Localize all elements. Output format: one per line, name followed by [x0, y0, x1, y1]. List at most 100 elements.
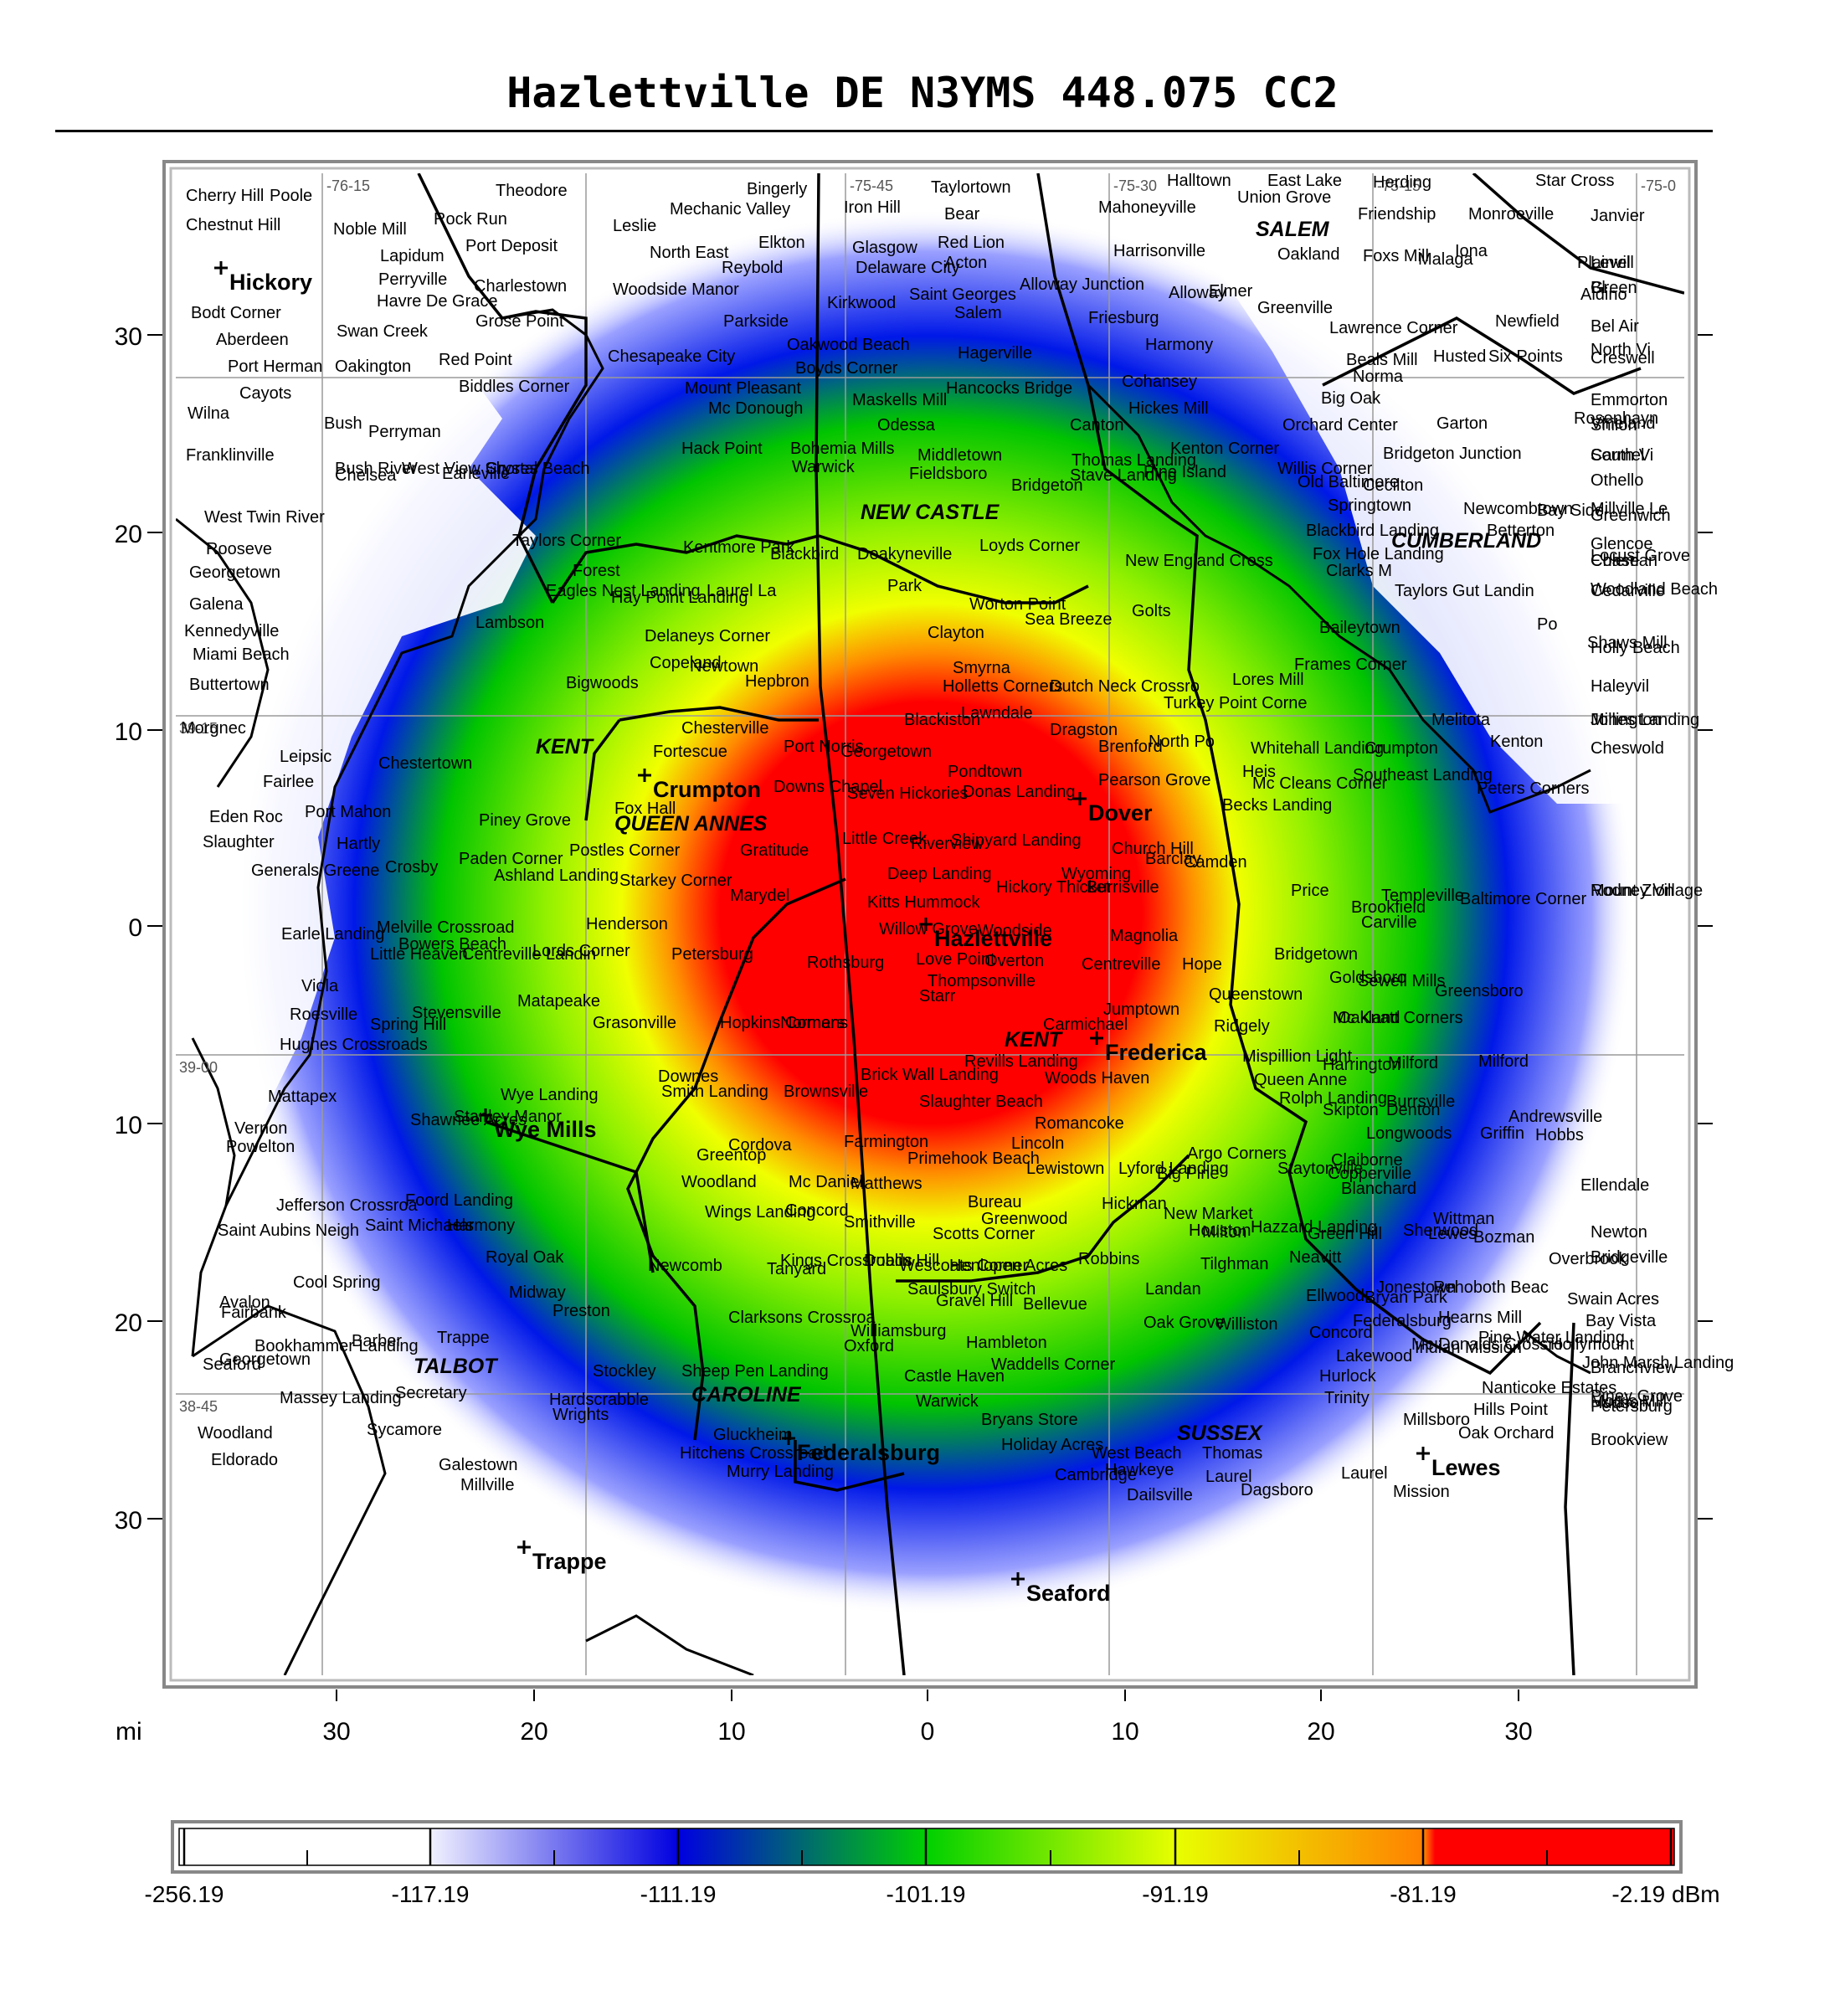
place-label: Petersburg [671, 945, 753, 964]
place-label: Donas Landing [963, 783, 1076, 801]
place-label: Copperville [1328, 1165, 1411, 1183]
place-label: Saint Aubins Neigh [218, 1221, 359, 1240]
city-marker: Federalsburg [782, 1432, 940, 1465]
place-label: Red Lion [938, 234, 1005, 252]
place-label: Barber [352, 1332, 402, 1350]
place-label: Haleyvil [1591, 677, 1649, 696]
title-rule [55, 130, 1713, 132]
place-label: Landan [1145, 1280, 1201, 1299]
place-label: Port Deposit [465, 237, 558, 255]
city-marker: Lewes [1416, 1447, 1501, 1480]
place-label: Biddles Corner [459, 378, 570, 396]
place-label: Mc Daniel [789, 1173, 863, 1191]
place-label: Harrington [1323, 1056, 1400, 1074]
place-label: Wittman [1433, 1210, 1494, 1228]
county-label: NEW CASTLE [861, 501, 1000, 524]
city-marker-label: Federalsburg [797, 1440, 940, 1465]
place-label: Old Baltimore [1298, 473, 1399, 491]
place-label: Foxs Mill [1363, 247, 1429, 265]
cross-icon [517, 1540, 531, 1554]
place-label: Stockley [593, 1362, 656, 1381]
place-label: Wyoming [1061, 865, 1131, 883]
place-label: Camden [1184, 853, 1247, 872]
place-label: Delaneys Corner [645, 627, 770, 645]
place-label: Mc Cleans Corner [1252, 774, 1388, 793]
place-label: Chelsea [335, 466, 397, 485]
place-label: Brick Wall Landing [861, 1066, 999, 1084]
place-label: Big Pine [1157, 1165, 1220, 1183]
county-label: TALBOT [414, 1355, 499, 1378]
place-label: Royal Oak [486, 1248, 564, 1267]
place-label: Bel Air [1591, 317, 1639, 336]
place-label: Goldsboro [1329, 969, 1406, 987]
colorbar-label: -117.19 [392, 1881, 470, 1907]
place-label: Hopkins Corners [720, 1014, 845, 1032]
place-label: Waddells Corner [991, 1355, 1116, 1374]
place-label: Primehook Beach [907, 1149, 1040, 1168]
place-label: Smyrna [953, 659, 1011, 677]
place-label: Rooseve [206, 540, 272, 558]
place-label: Woodland [681, 1173, 757, 1191]
city-marker: Trappe [517, 1540, 607, 1574]
grid-label: 39-15 [179, 720, 218, 737]
place-label: Janvier [1591, 207, 1645, 225]
place-label: Hobbs [1535, 1126, 1584, 1144]
place-label: Lambson [475, 614, 544, 632]
place-label: Heis [1242, 763, 1276, 781]
grid-label: -75-45 [850, 177, 893, 194]
place-label: Starkey Corner [619, 872, 732, 890]
city-marker-label: Seaford [1026, 1581, 1111, 1606]
place-label: Bush River [335, 460, 417, 478]
place-label: Maskells Mill [852, 391, 947, 409]
city-marker: Hickory [214, 261, 312, 295]
place-label: Miami Beach [193, 645, 290, 664]
place-label: Lapidum [380, 247, 445, 265]
place-label: Sewell Mills [1358, 972, 1445, 990]
place-label: Aldino [1580, 285, 1627, 304]
county-label: SUSSEX [1177, 1422, 1263, 1445]
place-label: Mc Donough [708, 399, 803, 418]
cross-icon [919, 918, 933, 931]
place-label: Kitts Hummock [867, 893, 980, 912]
place-label: Chesapeake City [608, 347, 735, 366]
place-label: Hack Point [681, 440, 763, 458]
place-label: Revills Landing [964, 1052, 1078, 1071]
place-label: Crumpton [1364, 739, 1438, 758]
county-label: KENT [1005, 1028, 1064, 1052]
place-label: Mahoneyville [1098, 198, 1196, 217]
place-label: Jones Landing [1591, 711, 1699, 729]
place-label: Bowers Beach [398, 935, 506, 954]
place-label: Bohemia Mills [790, 440, 894, 458]
place-label: Longwoods [1366, 1124, 1452, 1143]
place-label: New England Cross [1125, 552, 1273, 570]
place-label: Rothsburg [807, 954, 884, 972]
place-label: Melitota [1431, 711, 1491, 729]
place-label: Ellwood [1306, 1287, 1364, 1305]
place-label: Queen Anne [1254, 1071, 1347, 1089]
place-label: Cambridge [1055, 1466, 1137, 1484]
place-label: Gravel Hill [936, 1292, 1013, 1310]
grid-label: 38-45 [179, 1398, 218, 1415]
place-label: John Marsh Landing [1582, 1354, 1734, 1372]
place-label: Woodside Manor [613, 280, 739, 299]
place-label: Lakewood [1336, 1347, 1412, 1365]
place-label: Shipyard Landing [951, 831, 1082, 850]
place-label: Midway [509, 1283, 566, 1302]
colorbar-label: -91.19 [1142, 1881, 1208, 1907]
place-label: Warwick [916, 1392, 979, 1411]
place-label: Alloway Junction [1020, 275, 1144, 294]
place-label: Golts [1132, 602, 1171, 620]
water-areas [176, 173, 1684, 1675]
place-label: Burrsville [1386, 1093, 1455, 1111]
place-label: Lyford Landing [1118, 1160, 1229, 1178]
place-label: Greentop [696, 1146, 766, 1165]
place-label: Blanchard [1341, 1180, 1416, 1198]
place-label: Greenwich [1591, 507, 1671, 525]
place-label: Hughes Crossroads [280, 1036, 428, 1054]
place-label: Emmorton [1591, 391, 1668, 409]
colorbar: -256.19 -117.19 -111.19 -101.19 -91.19 -81.19… [145, 1820, 1720, 1907]
place-label: Rock Run [434, 210, 507, 229]
place-label: Piney Grove [479, 811, 571, 830]
place-label: Park [887, 577, 922, 595]
place-label: Hartly [337, 835, 380, 853]
